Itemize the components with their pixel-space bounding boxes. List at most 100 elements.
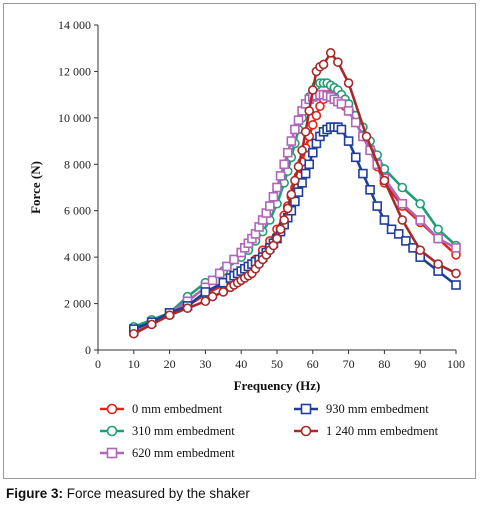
data-point	[290, 124, 300, 135]
x-tick-label: 70	[343, 357, 355, 371]
figure-caption: Figure 3: Force measured by the shaker	[6, 486, 250, 501]
data-point	[350, 152, 361, 163]
data-point	[286, 136, 297, 146]
data-point	[279, 215, 289, 225]
data-point	[286, 189, 297, 200]
data-point	[372, 201, 383, 211]
data-point	[106, 447, 118, 459]
data-point	[307, 85, 318, 95]
data-point	[451, 243, 461, 253]
data-point	[164, 310, 175, 320]
data-point	[207, 291, 218, 302]
legend-item: 0 mm embedment	[100, 402, 223, 416]
data-point	[343, 106, 354, 116]
data-point	[297, 145, 307, 156]
data-point	[433, 233, 443, 244]
x-axis-label: Frequency (Hz)	[234, 378, 321, 393]
data-point	[451, 280, 461, 290]
data-point	[336, 124, 347, 135]
data-point	[415, 215, 426, 225]
data-point	[318, 59, 329, 70]
y-tick-label: 4 000	[64, 250, 91, 264]
caption-label: Figure 3:	[6, 486, 64, 501]
legend-item: 1 240 mm embedment	[294, 424, 439, 438]
y-tick-label: 0	[85, 343, 91, 357]
data-point	[106, 403, 118, 415]
x-tick-label: 0	[95, 357, 101, 371]
data-point	[397, 198, 408, 209]
data-point	[358, 168, 368, 179]
axes-layer: 0 2 000 4 000 6 000 8 000 10 000 12 000 14 000 0…	[58, 18, 465, 371]
x-tick-label: 10	[128, 357, 140, 371]
data-point	[272, 182, 282, 193]
force-chart: 0 2 000 4 000 6 000 8 000 10 000 12 000 14 000 0…	[28, 18, 465, 460]
data-point	[214, 268, 225, 279]
data-point	[300, 126, 311, 137]
legend-label: 0 mm embedment	[132, 402, 223, 416]
data-point	[265, 201, 275, 211]
series-layer	[129, 48, 461, 339]
data-point	[397, 215, 408, 225]
data-point	[275, 171, 286, 181]
data-point	[268, 191, 279, 202]
x-tick-label: 40	[235, 357, 247, 371]
x-tick-label: 80	[378, 357, 390, 371]
legend-label: 930 mm embedment	[326, 402, 429, 416]
y-tick-label: 14 000	[58, 18, 91, 32]
data-point	[401, 236, 411, 246]
data-point	[222, 261, 232, 272]
data-point	[272, 233, 282, 244]
data-point	[325, 48, 336, 58]
data-point	[300, 403, 312, 415]
legend-item: 620 mm embedment	[100, 446, 235, 460]
data-point	[106, 425, 118, 437]
data-point	[275, 224, 286, 235]
chart-legend: 0 mm embedment 930 mm embedment 310 mm emb…	[100, 402, 439, 460]
figure-frame: 0 2 000 4 000 6 000 8 000 10 000 12 000 14 000 0…	[3, 3, 476, 479]
data-point	[300, 168, 311, 179]
data-point	[129, 328, 139, 339]
y-axis-label: Force (N)	[28, 161, 43, 214]
legend-label: 1 240 mm embedment	[326, 424, 439, 438]
y-tick-label: 12 000	[58, 64, 91, 78]
data-point	[182, 303, 193, 314]
data-point	[379, 215, 390, 225]
y-tick-label: 10 000	[58, 111, 91, 125]
data-point	[293, 161, 304, 172]
data-point	[282, 147, 293, 158]
data-point	[290, 175, 300, 186]
data-point	[218, 287, 229, 297]
data-point	[304, 159, 315, 170]
data-point	[282, 203, 293, 214]
data-point	[415, 198, 426, 209]
x-tick-label: 30	[199, 357, 211, 371]
legend-label: 620 mm embedment	[132, 446, 235, 460]
data-point	[433, 259, 443, 269]
data-point	[333, 57, 343, 67]
data-point	[361, 131, 372, 142]
data-point	[379, 175, 390, 186]
x-tick-label: 60	[307, 357, 319, 371]
y-tick-label: 2 000	[64, 297, 91, 311]
legend-item: 930 mm embedment	[294, 402, 429, 416]
data-point	[393, 229, 404, 239]
x-tick-label: 90	[414, 357, 426, 371]
data-point	[300, 425, 312, 437]
y-tick-label: 8 000	[64, 157, 91, 171]
x-tick-label: 50	[271, 357, 283, 371]
data-point	[343, 136, 354, 146]
series-5	[129, 48, 461, 339]
legend-label: 310 mm embedment	[132, 424, 235, 438]
data-point	[207, 275, 218, 286]
x-tick-label: 20	[164, 357, 176, 371]
y-tick-label: 6 000	[64, 204, 91, 218]
data-point	[350, 117, 361, 128]
data-point	[293, 115, 304, 125]
data-point	[200, 296, 211, 307]
x-tick-label: 100	[447, 357, 465, 371]
data-point	[343, 78, 354, 88]
data-point	[146, 319, 157, 330]
data-point	[397, 182, 408, 193]
data-point	[307, 147, 318, 158]
data-point	[229, 254, 239, 265]
